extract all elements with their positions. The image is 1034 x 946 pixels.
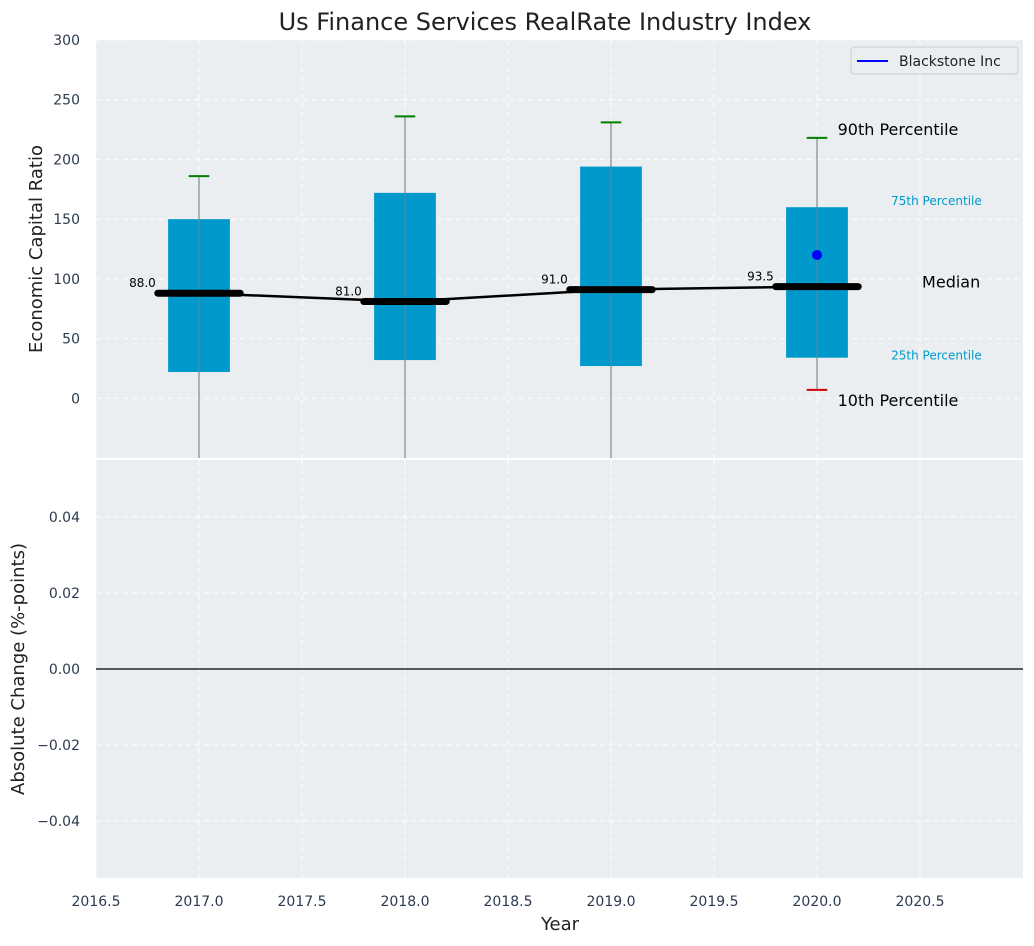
x-tick-label: 2020.0 xyxy=(793,894,842,910)
bottom-y-axis-label: Absolute Change (%-points) xyxy=(8,543,29,795)
series-layer xyxy=(812,249,822,260)
top-y-axis-label: Economic Capital Ratio xyxy=(26,145,47,353)
legend: Blackstone Inc xyxy=(850,46,1019,75)
top-y-tick-label: 50 xyxy=(62,332,80,348)
bottom-y-ticks: −0.04 −0.02 0.00 0.02 0.04 xyxy=(37,510,80,830)
x-tick-label: 2019.0 xyxy=(587,894,636,910)
median-value-label: 88.0 xyxy=(129,276,156,290)
x-axis-label: Year xyxy=(540,914,580,935)
annotation-median: Median xyxy=(922,273,980,292)
bottom-y-tick-label: 0.04 xyxy=(49,510,80,526)
bottom-y-tick-label: −0.02 xyxy=(37,738,80,754)
bottom-y-tick-label: 0.00 xyxy=(49,662,80,678)
box-plot-layer xyxy=(168,115,848,458)
box-2018 xyxy=(374,115,436,458)
legend-label-blackstone: Blackstone Inc xyxy=(899,54,1001,70)
box-2020 xyxy=(786,136,848,391)
annotation-p75: 75th Percentile xyxy=(891,194,982,208)
top-y-tick-label: 300 xyxy=(53,33,80,49)
annotation-p25: 25th Percentile xyxy=(891,349,982,363)
legend-box xyxy=(850,46,1019,75)
median-value-label: 93.5 xyxy=(747,270,774,284)
box-2019 xyxy=(580,121,642,458)
x-tick-label: 2017.0 xyxy=(175,894,224,910)
blackstone-point xyxy=(812,249,822,260)
top-y-tick-label: 0 xyxy=(71,391,80,407)
x-tick-label: 2018.0 xyxy=(381,894,430,910)
top-plot-area xyxy=(96,40,1023,458)
top-y-tick-label: 100 xyxy=(53,272,80,288)
x-ticks: 2016.5 2017.0 2017.5 2018.0 2018.5 2019.0 2019… xyxy=(72,894,945,910)
chart-title: Us Finance Services RealRate Industry In… xyxy=(279,8,812,36)
x-tick-label: 2018.5 xyxy=(484,894,533,910)
annotation-layer: 90th Percentile 75th Percentile Median 25th… xyxy=(838,120,982,410)
annotation-p10: 10th Percentile xyxy=(838,391,959,410)
median-value-label: 91.0 xyxy=(541,273,568,287)
bottom-y-tick-label: −0.04 xyxy=(37,814,80,830)
top-y-ticks: 0 50 100 150 200 250 300 xyxy=(53,33,80,407)
top-y-tick-label: 150 xyxy=(53,212,80,228)
bottom-y-tick-label: 0.02 xyxy=(49,586,80,602)
median-trend-line xyxy=(198,285,818,303)
x-tick-label: 2016.5 xyxy=(72,894,121,910)
x-tick-label: 2019.5 xyxy=(690,894,739,910)
x-tick-label: 2017.5 xyxy=(278,894,327,910)
median-line-layer: 88.0 81.0 91.0 93.5 xyxy=(129,270,862,306)
median-value-label: 81.0 xyxy=(335,285,362,299)
x-tick-label: 2020.5 xyxy=(896,894,945,910)
annotation-p90: 90th Percentile xyxy=(838,120,959,139)
top-y-tick-label: 200 xyxy=(53,152,80,168)
top-y-tick-label: 250 xyxy=(53,93,80,109)
